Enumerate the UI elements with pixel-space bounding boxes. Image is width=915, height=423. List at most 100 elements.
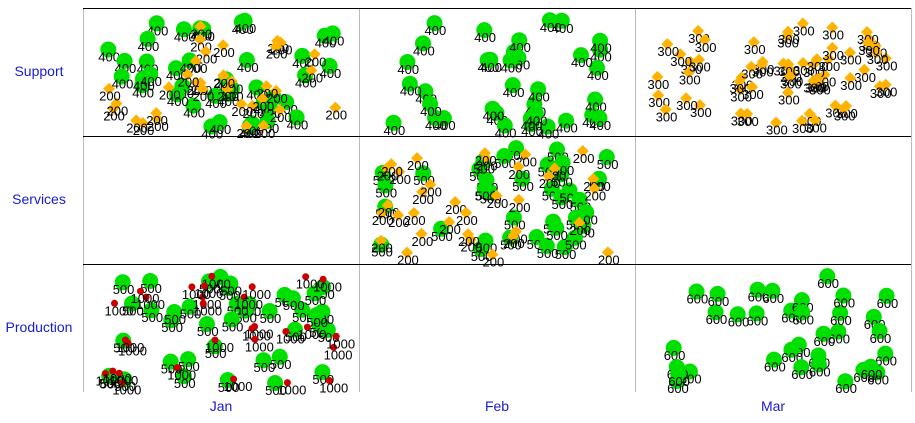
point-label: 400 xyxy=(292,56,314,71)
point-marker xyxy=(461,228,474,241)
point-label: 300 xyxy=(778,93,800,108)
point-marker xyxy=(375,207,388,220)
point-label: 400 xyxy=(295,75,317,90)
point-label: 500 xyxy=(431,229,453,244)
point-label: 300 xyxy=(780,76,802,91)
point-label: 500 xyxy=(494,156,516,171)
point-label: 600 xyxy=(809,364,831,379)
point-label: 300 xyxy=(854,70,876,85)
point-label: 300 xyxy=(876,58,898,73)
point-label: 200 xyxy=(217,89,239,104)
point-label: 600 xyxy=(867,372,889,387)
point-label: 500 xyxy=(218,380,240,395)
point-label: 1000 xyxy=(205,340,234,355)
point-marker xyxy=(260,80,273,93)
point-label: 600 xyxy=(747,313,769,328)
panel-support-jan: 4004004004004004004004004004004004004004… xyxy=(98,12,347,141)
point-label: 600 xyxy=(833,296,855,311)
point-label: 500 xyxy=(161,320,183,335)
point-label: 600 xyxy=(706,312,728,327)
point-label: 200 xyxy=(539,176,561,191)
point-marker xyxy=(426,15,443,32)
point-marker xyxy=(221,82,234,95)
point-marker xyxy=(709,285,726,302)
point-marker xyxy=(246,99,259,112)
point-marker xyxy=(588,182,601,195)
point-label: 200 xyxy=(266,91,288,106)
point-label: 400 xyxy=(384,123,406,138)
point-marker xyxy=(826,21,839,34)
point-label: 1000 xyxy=(276,332,305,347)
point-marker xyxy=(807,74,820,87)
point-label: 300 xyxy=(803,81,825,96)
point-label: 300 xyxy=(766,123,788,138)
point-label: 200 xyxy=(573,151,595,166)
point-label: 600 xyxy=(762,291,784,306)
point-label: 200 xyxy=(371,241,393,256)
point-marker xyxy=(257,119,270,132)
point-marker xyxy=(573,216,586,229)
point-label: 200 xyxy=(407,158,429,173)
point-marker xyxy=(217,39,230,52)
point-marker xyxy=(116,52,133,69)
point-marker xyxy=(652,89,665,102)
point-label: 200 xyxy=(159,87,181,102)
point-label: 200 xyxy=(254,126,276,141)
point-label: 1000 xyxy=(96,374,125,389)
point-label: 200 xyxy=(404,213,426,228)
point-marker xyxy=(793,292,810,309)
point-label: 200 xyxy=(388,215,410,230)
point-label: 200 xyxy=(146,113,168,128)
point-label: 200 xyxy=(389,172,411,187)
point-marker xyxy=(321,57,338,74)
point-label: 400 xyxy=(174,29,196,44)
point-label: 600 xyxy=(861,367,883,382)
point-label: 500 xyxy=(260,311,282,326)
point-marker xyxy=(238,52,255,68)
point-label: 200 xyxy=(381,164,403,179)
point-label: 200 xyxy=(476,158,498,173)
point-label: 400 xyxy=(138,39,160,54)
point-label: 200 xyxy=(213,45,235,60)
point-marker xyxy=(194,20,207,33)
point-label: 200 xyxy=(569,223,591,238)
point-label: 500 xyxy=(371,245,393,260)
point-label: 300 xyxy=(742,87,764,102)
point-marker xyxy=(166,304,183,320)
point-label: 600 xyxy=(877,296,899,311)
point-label: 300 xyxy=(822,48,844,63)
point-label: 400 xyxy=(167,94,189,109)
point-label: 200 xyxy=(475,153,497,168)
point-marker xyxy=(206,338,223,355)
point-marker xyxy=(682,66,695,79)
point-marker xyxy=(871,323,888,339)
point-marker xyxy=(688,283,705,300)
point-marker xyxy=(124,295,140,312)
point-marker xyxy=(807,58,820,71)
point-label: 300 xyxy=(656,110,678,125)
point-marker xyxy=(138,53,155,70)
point-label: 500 xyxy=(283,298,305,313)
point-label: 300 xyxy=(690,105,712,120)
point-marker xyxy=(181,298,198,315)
point-label: 200 xyxy=(456,213,478,228)
point-marker xyxy=(601,246,614,259)
point-label: 400 xyxy=(474,30,496,45)
point-label: 400 xyxy=(413,43,435,58)
point-label: 200 xyxy=(196,52,218,67)
point-label: 300 xyxy=(741,67,763,82)
series-200: 2002002002002002002002002002002002002002… xyxy=(371,144,620,270)
point-label: 400 xyxy=(98,50,120,65)
point-marker xyxy=(862,358,879,375)
point-label: 400 xyxy=(590,41,612,56)
point-label: 400 xyxy=(526,113,548,128)
point-marker xyxy=(223,311,240,328)
point-marker xyxy=(308,48,321,61)
point-marker xyxy=(770,116,783,129)
point-label: 200 xyxy=(178,75,200,90)
point-marker xyxy=(502,52,519,69)
point-label: 200 xyxy=(412,192,434,207)
point-label: 200 xyxy=(598,252,620,267)
row-label: Support xyxy=(14,63,64,79)
